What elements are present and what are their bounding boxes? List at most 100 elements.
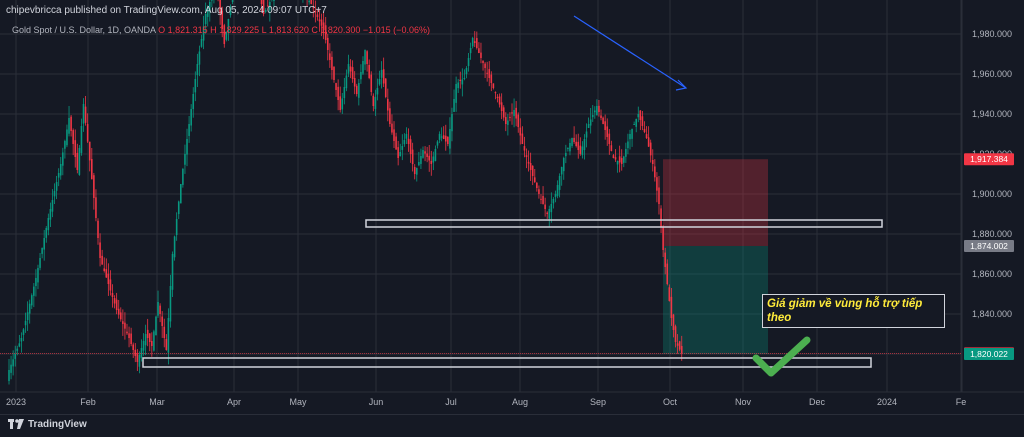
candle-body — [188, 124, 190, 136]
stop-loss-zone — [663, 159, 768, 246]
candle-body — [482, 60, 484, 63]
candle-body — [88, 141, 91, 161]
candle-body — [318, 19, 321, 22]
candle-body — [577, 141, 580, 150]
brand-name: TradingView — [28, 419, 87, 430]
candle-body — [64, 141, 66, 149]
candle-body — [196, 64, 199, 76]
candle-body — [413, 167, 416, 174]
candle-body — [20, 338, 23, 342]
candle-body — [51, 200, 54, 212]
candle-body — [415, 168, 418, 175]
candle-body — [28, 303, 31, 314]
candle-body — [513, 110, 515, 117]
candle-body — [175, 219, 178, 236]
candle-body — [550, 204, 553, 213]
candle-body — [308, 0, 310, 3]
candle-body — [444, 135, 447, 142]
candle-body — [345, 75, 348, 89]
candle-body — [384, 78, 387, 97]
candle-body — [521, 133, 524, 144]
candle-body — [140, 348, 143, 358]
candle-body — [505, 117, 507, 124]
candle-body — [426, 153, 428, 157]
candle-body — [589, 119, 592, 126]
y-tick-label: 1,860.000 — [972, 269, 1012, 279]
candle-body — [542, 195, 544, 204]
candle-body — [314, 10, 317, 13]
candle-body — [525, 155, 528, 157]
candle-body — [202, 26, 205, 41]
price-label: 1,874.002 — [970, 241, 1008, 251]
candle-body — [668, 287, 671, 301]
candle-body — [326, 37, 329, 50]
candle-body — [465, 68, 468, 75]
candle-body — [583, 139, 586, 151]
candle-body — [411, 149, 414, 164]
x-tick-label: Apr — [227, 397, 241, 407]
candle-body — [662, 226, 664, 250]
candle-body — [438, 134, 441, 140]
candle-body — [618, 156, 621, 163]
candle-body — [78, 148, 81, 175]
candle-body — [30, 295, 33, 306]
candle-body — [266, 5, 269, 7]
candle-body — [538, 189, 540, 194]
x-tick-label: Jun — [369, 397, 384, 407]
candle-body — [395, 136, 397, 150]
candle-body — [159, 305, 161, 314]
y-tick-label: 1,980.000 — [972, 29, 1012, 39]
candle-body — [82, 104, 85, 124]
candle-body — [529, 163, 532, 170]
candle-body — [138, 355, 141, 367]
candle-body — [600, 115, 602, 118]
candle-body — [407, 138, 410, 144]
candle-body — [362, 61, 364, 74]
trend-arrow-head — [675, 79, 688, 91]
candle-body — [569, 143, 571, 152]
candle-body — [587, 124, 590, 128]
candle-body — [204, 14, 207, 25]
tradingview-logo[interactable]: TradingView — [8, 419, 87, 430]
candle-body — [68, 118, 70, 134]
candle-body — [627, 141, 629, 149]
symbol-legend: Gold Spot / U.S. Dollar, 1D, OANDA O 1,8… — [12, 25, 430, 35]
candle-body — [556, 185, 559, 196]
candle-body — [53, 191, 56, 197]
candle-body — [227, 19, 230, 33]
candle-body — [91, 159, 93, 180]
candle-body — [455, 84, 457, 103]
candle-body — [351, 67, 354, 79]
candle-body — [97, 220, 99, 238]
candle-body — [442, 135, 445, 139]
candle-body — [531, 165, 534, 176]
candle-body — [55, 182, 58, 191]
candle-body — [225, 31, 228, 40]
candle-body — [604, 121, 606, 130]
candle-body — [39, 258, 41, 268]
candle-body — [639, 110, 642, 120]
candle-body — [76, 152, 79, 170]
candle-body — [126, 331, 128, 334]
candle-body — [355, 85, 358, 94]
candle-body — [186, 139, 188, 155]
candle-body — [360, 72, 362, 80]
candle-body — [146, 329, 149, 338]
y-tick-label: 1,960.000 — [972, 69, 1012, 79]
candle-body — [440, 136, 443, 138]
candle-body — [59, 164, 62, 176]
candle-body — [432, 156, 435, 163]
candle-body — [370, 74, 373, 92]
candle-body — [103, 268, 106, 271]
candle-body — [41, 248, 43, 254]
candle-body — [62, 152, 64, 166]
candle-body — [84, 106, 87, 123]
candle-body — [177, 201, 180, 215]
candle-body — [93, 175, 95, 198]
price-label-bg — [964, 239, 1014, 252]
candle-body — [349, 66, 352, 72]
candle-body — [490, 74, 493, 83]
candle-body — [312, 7, 315, 9]
candle-body — [182, 169, 184, 185]
